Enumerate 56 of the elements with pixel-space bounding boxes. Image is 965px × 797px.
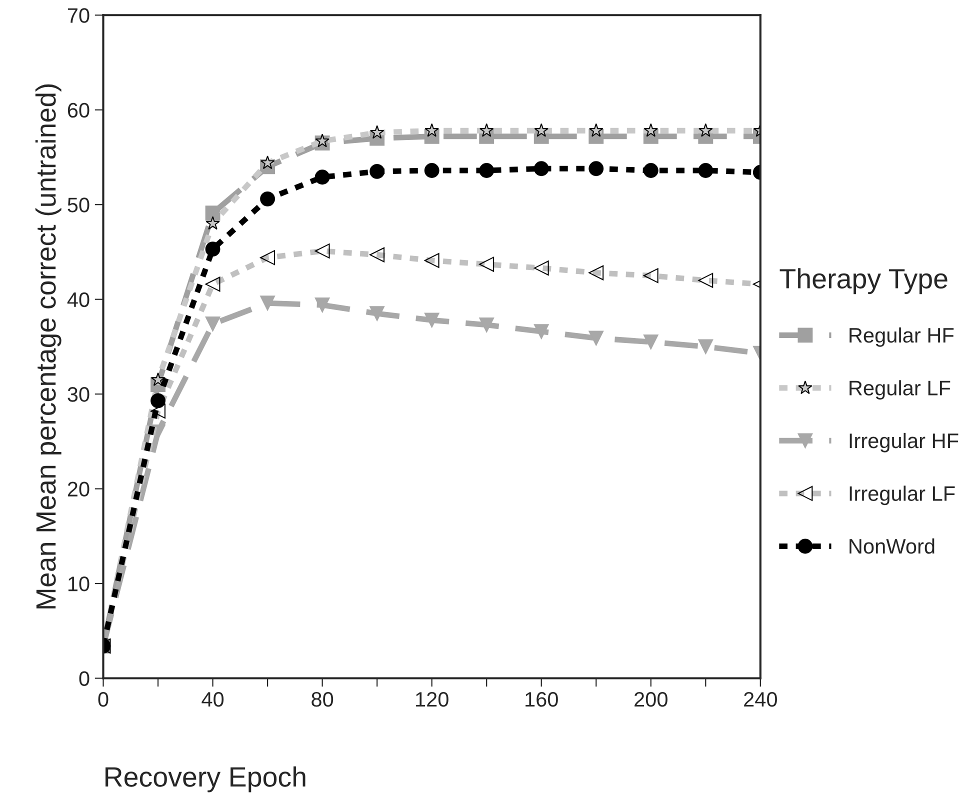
point (314, 298, 330, 312)
legend-title: Therapy Type (780, 268, 948, 294)
y-tick-label: 40 (67, 292, 90, 308)
point (424, 312, 440, 328)
x-tick-label: 40 (202, 692, 224, 707)
point (643, 334, 658, 350)
x-tick-label: 160 (526, 692, 558, 707)
legend-label: Regular LF (850, 380, 950, 400)
legend-label: Irregular LF (850, 486, 955, 506)
point (534, 123, 548, 137)
y-tick-label: 30 (68, 387, 90, 402)
y-tick-label: 20 (68, 482, 90, 497)
point (588, 330, 604, 346)
point (479, 317, 494, 332)
x-tick-label: 120 (416, 692, 448, 707)
point (315, 134, 330, 148)
point (588, 161, 604, 176)
point (643, 163, 658, 178)
legend-label: NonWord (850, 538, 934, 554)
point (479, 163, 494, 178)
point (205, 206, 220, 221)
point (424, 163, 440, 178)
x-axis-title: Recovery Epoch (106, 766, 306, 792)
y-tick-label: 60 (68, 102, 90, 118)
point (698, 339, 714, 354)
point (370, 125, 384, 139)
point (150, 393, 166, 408)
point (370, 306, 385, 322)
x-tick-label: 80 (312, 692, 334, 707)
point (150, 372, 166, 386)
point (644, 123, 658, 137)
point (206, 216, 220, 230)
legend-label: Regular HF (850, 327, 954, 347)
point (424, 123, 439, 137)
legend-label: Irregular HF (850, 432, 958, 452)
point (589, 123, 604, 137)
point (260, 191, 276, 206)
x-tick-label: 240 (744, 692, 777, 707)
y-axis-title: Mean Mean percentage correct (untrained) (35, 84, 62, 608)
point (534, 324, 549, 340)
point (205, 316, 220, 332)
point (205, 242, 220, 257)
point (314, 170, 330, 185)
point (698, 123, 713, 137)
point (479, 123, 494, 137)
point (370, 164, 385, 179)
point (534, 161, 549, 176)
y-tick-label: 50 (68, 198, 90, 212)
y-tick-label: 0 (79, 671, 90, 686)
y-tick-label: 10 (68, 576, 90, 592)
y-tick-label: 70 (68, 8, 90, 23)
point (260, 155, 275, 170)
point (698, 163, 714, 178)
point (260, 296, 276, 311)
x-tick-label: 200 (634, 692, 668, 707)
x-tick-label: 0 (98, 692, 108, 707)
